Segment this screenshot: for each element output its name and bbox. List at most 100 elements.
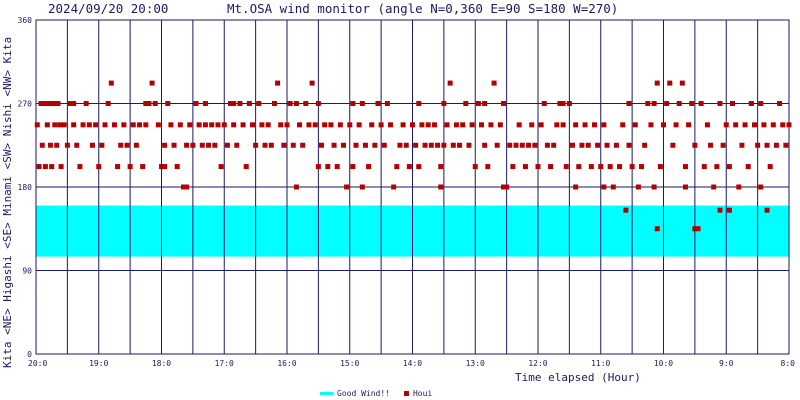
- data-point: [44, 122, 50, 128]
- data-point: [68, 101, 74, 106]
- good-wind-swatch: [320, 392, 333, 395]
- data-point: [758, 101, 764, 106]
- data-point: [422, 142, 428, 148]
- data-point: [717, 101, 723, 106]
- data-point: [359, 101, 365, 106]
- data-point: [234, 142, 240, 148]
- data-point: [111, 122, 117, 128]
- data-point: [38, 101, 44, 106]
- legend: Good Wind!! Houi: [320, 389, 432, 398]
- data-point: [328, 122, 334, 128]
- data-point: [651, 101, 657, 106]
- data-point: [635, 184, 641, 190]
- data-point: [742, 122, 748, 128]
- data-point: [337, 122, 343, 128]
- data-point: [682, 184, 688, 190]
- data-point: [576, 164, 582, 170]
- data-point: [287, 101, 293, 106]
- data-point: [309, 80, 315, 86]
- data-point: [466, 142, 472, 148]
- data-point: [664, 101, 670, 106]
- data-point: [657, 164, 663, 170]
- data-point: [350, 164, 356, 170]
- data-point: [312, 122, 318, 128]
- data-point: [297, 122, 303, 128]
- data-point: [786, 122, 792, 128]
- y-tick-label: 180: [18, 183, 33, 192]
- data-point: [256, 101, 262, 106]
- data-point: [61, 122, 67, 128]
- data-point: [626, 101, 632, 106]
- data-point: [184, 142, 190, 148]
- data-point: [271, 101, 277, 106]
- legend-good-wind-label: Good Wind!!: [337, 389, 390, 398]
- data-point: [228, 101, 234, 106]
- data-point: [366, 164, 372, 170]
- y-tick-label: 360: [18, 16, 33, 25]
- data-point: [278, 122, 284, 128]
- data-point: [249, 122, 255, 128]
- data-point: [231, 101, 237, 106]
- data-point: [375, 101, 381, 106]
- data-point: [532, 142, 538, 148]
- data-point: [761, 122, 767, 128]
- data-point: [143, 101, 149, 106]
- data-point: [384, 101, 390, 106]
- x-tick-label: 17:0: [215, 359, 234, 368]
- data-point: [212, 142, 218, 148]
- data-point: [701, 164, 707, 170]
- data-point: [362, 142, 368, 148]
- data-point: [83, 101, 89, 106]
- data-point: [372, 142, 378, 148]
- data-point: [162, 142, 168, 148]
- data-point: [535, 164, 541, 170]
- data-point: [482, 142, 488, 148]
- data-point: [42, 101, 48, 106]
- data-point: [55, 101, 61, 106]
- data-point: [96, 164, 102, 170]
- data-point: [676, 101, 682, 106]
- data-point: [485, 164, 491, 170]
- data-point: [124, 142, 130, 148]
- data-point: [497, 122, 503, 128]
- data-point: [209, 122, 215, 128]
- data-point: [130, 122, 136, 128]
- data-point: [57, 122, 63, 128]
- data-point: [334, 164, 340, 170]
- data-point: [47, 142, 53, 148]
- data-point: [171, 142, 177, 148]
- data-point: [623, 207, 629, 213]
- data-point: [268, 142, 274, 148]
- data-point: [319, 142, 325, 148]
- data-point: [654, 226, 660, 232]
- data-point: [726, 164, 732, 170]
- data-point: [54, 142, 60, 148]
- data-point: [667, 80, 673, 86]
- data-point: [133, 142, 139, 148]
- data-point: [447, 80, 453, 86]
- data-point: [165, 101, 171, 106]
- data-point: [573, 184, 579, 190]
- data-point: [773, 142, 779, 148]
- data-point: [573, 122, 579, 128]
- data-point: [187, 122, 193, 128]
- data-point: [758, 184, 764, 190]
- data-point: [71, 101, 77, 106]
- data-point: [293, 184, 299, 190]
- data-point: [221, 122, 227, 128]
- data-point: [394, 164, 400, 170]
- data-point: [444, 122, 450, 128]
- data-point: [146, 101, 152, 106]
- data-point: [356, 122, 362, 128]
- data-point: [127, 164, 133, 170]
- data-point: [174, 164, 180, 170]
- data-point: [441, 101, 447, 106]
- data-point: [306, 122, 312, 128]
- data-point: [491, 80, 497, 86]
- data-point: [695, 226, 701, 232]
- data-point: [105, 101, 111, 106]
- data-point: [159, 164, 164, 170]
- data-point: [516, 122, 522, 128]
- data-point: [435, 142, 441, 148]
